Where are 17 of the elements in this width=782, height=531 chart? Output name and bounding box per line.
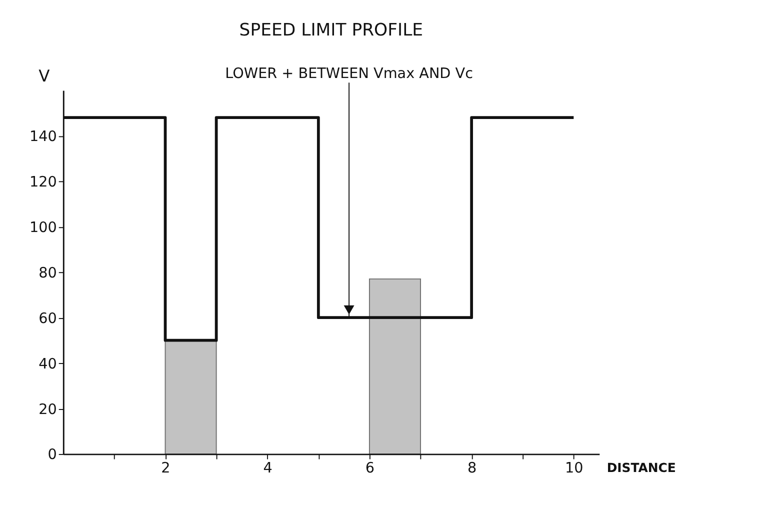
y-tick-label: 80 — [38, 265, 57, 282]
x-tick-label: 2 — [161, 460, 170, 477]
chart-title: SPEED LIMIT PROFILE — [239, 20, 424, 41]
y-tick-label: 0 — [48, 447, 57, 464]
x-tick-label: 6 — [365, 460, 375, 477]
y-tick-label: 60 — [38, 310, 57, 327]
x-tick-label: 8 — [467, 460, 477, 477]
x-axis-title: DISTANCE — [606, 460, 676, 476]
y-tick-label: 120 — [30, 174, 57, 190]
y-tick-label: 20 — [38, 402, 57, 418]
y-tick-label: 40 — [38, 356, 57, 372]
x-tick-label: 4 — [263, 460, 272, 477]
annotation: LOWER + BETWEEN Vmax AND Vc — [225, 66, 473, 82]
y-axis-title: V — [38, 66, 50, 86]
x-tick-label: 10 — [565, 460, 584, 477]
y-tick-label: 100 — [30, 220, 57, 236]
y-tick-label: 140 — [30, 128, 57, 145]
